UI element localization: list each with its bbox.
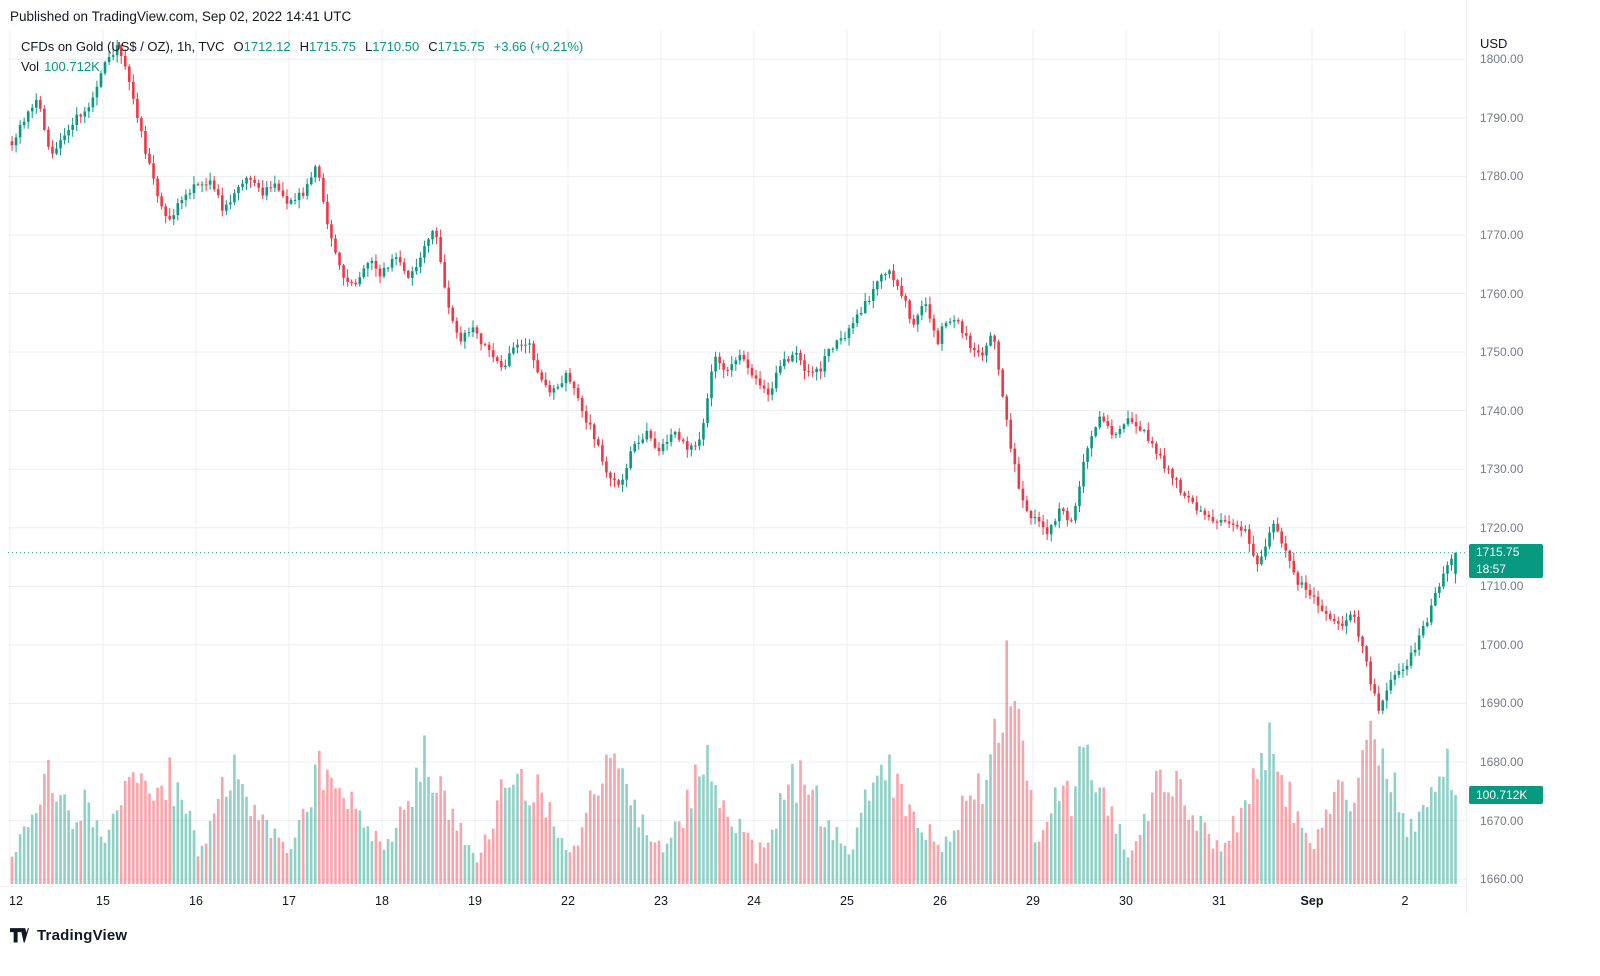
time-tick-label: 16 (189, 894, 203, 908)
price-tick-label: 1790.00 (1480, 110, 1524, 125)
price-tick-label: 1700.00 (1480, 637, 1524, 652)
time-axis[interactable]: 12 15 16 17 18 19 22 23 24 25 26 29 30 31 Sep 2 (0, 886, 1466, 914)
time-tick-label: 26 (933, 894, 947, 908)
volume-label: Vol (21, 59, 40, 74)
price-tick-label: 1680.00 (1480, 755, 1524, 770)
open-value: 1712.12 (243, 39, 291, 54)
time-tick-label: 17 (282, 894, 296, 908)
ohlc-close: C 1715.75 (428, 39, 484, 54)
time-tick-label: 23 (654, 894, 668, 908)
price-tick-label: 1660.00 (1480, 872, 1524, 887)
price-tick-label: 1690.00 (1480, 696, 1524, 711)
time-tick-label: 15 (96, 894, 110, 908)
symbol-legend: CFDs on Gold (US$ / OZ), 1h, TVC O 1712.… (21, 39, 583, 54)
low-value: 1710.50 (372, 39, 420, 54)
volume-value: 100.712K (44, 59, 100, 74)
price-tick-label: 1760.00 (1480, 286, 1524, 301)
price-tick-label: 1730.00 (1480, 462, 1524, 477)
price-axis[interactable]: USD 1715.75 18:57 100.712K 1800.00 1790.0… (1466, 0, 1600, 914)
last-price-badge: 1715.75 18:57 (1469, 543, 1543, 578)
published-line: Published on TradingView.com, Sep 02, 20… (10, 9, 352, 24)
time-tick-label: 29 (1026, 894, 1040, 908)
price-tick-label: 1750.00 (1480, 345, 1524, 360)
close-value: 1715.75 (437, 39, 485, 54)
high-label: H (299, 39, 309, 54)
close-label: C (428, 39, 438, 54)
price-tick-label: 1670.00 (1480, 813, 1524, 828)
last-volume-badge: 100.712K (1469, 786, 1543, 805)
ohlc-low: L 1710.50 (365, 39, 419, 54)
volume-legend: Vol 100.712K (21, 59, 100, 74)
price-tick-label: 1710.00 (1480, 579, 1524, 594)
time-tick-label: 25 (840, 894, 854, 908)
tradingview-brand[interactable]: TradingView (37, 927, 128, 944)
price-tick-label: 1770.00 (1480, 227, 1524, 242)
open-label: O (233, 39, 244, 54)
price-tick-label: 1780.00 (1480, 169, 1524, 184)
low-label: L (365, 39, 373, 54)
price-tick-label: 1800.00 (1480, 52, 1524, 67)
price-tick-label: 1720.00 (1480, 520, 1524, 535)
footer: TradingView (10, 927, 127, 944)
time-tick-label: Sep (1300, 894, 1324, 908)
symbol-title: CFDs on Gold (US$ / OZ), 1h, TVC (21, 39, 225, 54)
time-tick-label: 2 (1401, 894, 1409, 908)
time-tick-label: 30 (1119, 894, 1133, 908)
tradingview-logo-icon[interactable] (10, 927, 29, 944)
bar-countdown: 18:57 (1476, 561, 1507, 576)
time-tick-label: 19 (468, 894, 482, 908)
time-tick-label: 22 (561, 894, 575, 908)
change-value: +3.66 (+0.21%) (493, 39, 584, 54)
currency-label: USD (1480, 36, 1508, 51)
price-tick-label: 1740.00 (1480, 403, 1524, 418)
time-tick-label: 12 (9, 894, 23, 908)
ohlc-open: O 1712.12 (233, 39, 290, 54)
time-tick-label: 24 (747, 894, 761, 908)
time-tick-label: 18 (375, 894, 389, 908)
last-price-value: 1715.75 (1476, 544, 1520, 559)
time-tick-label: 31 (1212, 894, 1226, 908)
ohlc-high: H 1715.75 (300, 39, 356, 54)
candlestick-volume-chart[interactable] (0, 0, 1466, 914)
high-value: 1715.75 (309, 39, 356, 54)
